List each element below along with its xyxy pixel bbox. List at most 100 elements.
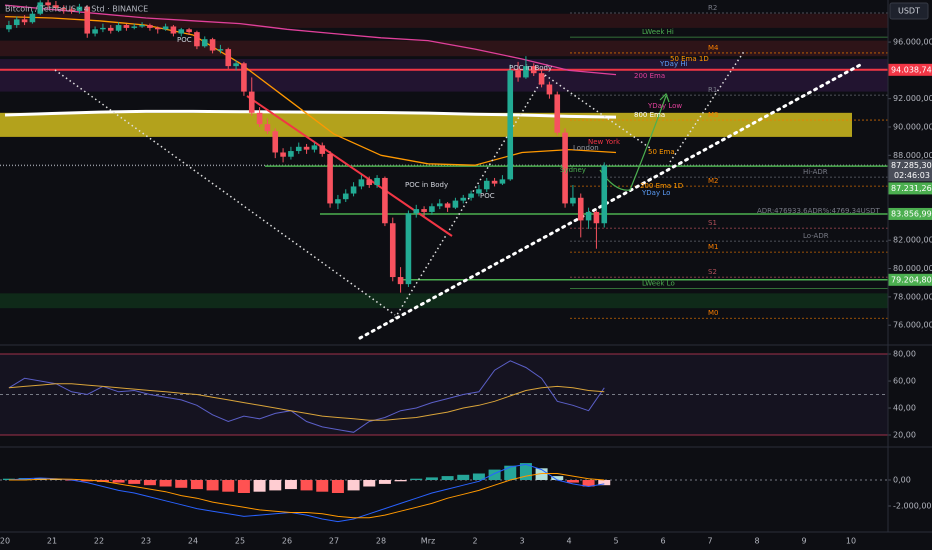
price-tag (888, 182, 932, 195)
annotation: 200 Ema 1D (640, 182, 683, 190)
candle-body (593, 211, 600, 224)
histogram-bar (128, 479, 141, 484)
y-tick-label: 0,00 (893, 475, 911, 484)
histogram-bar (363, 479, 376, 487)
histogram-bar (284, 479, 297, 490)
ema-label: 800 Ema (634, 111, 665, 119)
x-tick-label: 22 (94, 537, 104, 546)
candle-body (162, 26, 169, 30)
candle-body (37, 2, 44, 14)
candle-body (554, 94, 561, 133)
y-tick-label: 20,00 (893, 431, 916, 440)
indicator-line (4, 4, 617, 76)
candle-body (194, 32, 200, 47)
annotation: POC (177, 36, 192, 44)
x-tick-label: 2 (472, 537, 477, 546)
candle-body (507, 70, 514, 180)
candle-body (60, 8, 67, 10)
price-tag-label: 87.285,30 (891, 161, 932, 170)
candle-body (413, 209, 420, 214)
histogram-bar (598, 479, 611, 486)
x-tick-label: 3 (519, 537, 524, 546)
candle-body (295, 146, 302, 152)
candle-body (366, 179, 373, 186)
price-tag (888, 207, 932, 220)
x-tick-label: 8 (754, 537, 759, 546)
candle-body (217, 49, 224, 51)
candle-body (570, 197, 576, 204)
pivot-label: S2 (708, 268, 717, 276)
candle-body (476, 189, 482, 194)
x-tick-label: 6 (660, 537, 665, 546)
histogram-bar (206, 479, 219, 491)
candle-body (147, 25, 153, 28)
candle-body (389, 223, 396, 278)
candle-body (444, 203, 451, 208)
pivot-label: R1 (708, 86, 717, 94)
y-tick-label: 80,00 (893, 350, 916, 359)
candle-body (272, 131, 279, 153)
currency-box[interactable] (889, 2, 929, 20)
candle-body (382, 177, 388, 224)
y-tick-label: 90.000,00 (893, 122, 932, 131)
histogram-bar (394, 479, 407, 482)
histogram-bar (378, 479, 391, 484)
candle-body (139, 25, 145, 27)
x-tick-label: 28 (376, 537, 386, 546)
annotation: New York (588, 138, 621, 146)
candle-body (303, 146, 310, 150)
annotation: POC in Body (509, 64, 552, 72)
countdown-label: 02:46:03 (894, 171, 930, 180)
annotation: YDay Low (647, 102, 682, 110)
annotation: POC in Body (405, 181, 448, 189)
price-tag-label: 79.204,80 (891, 275, 932, 284)
histogram-bar (253, 479, 266, 492)
candle-body (280, 152, 286, 157)
candle-body (530, 66, 537, 74)
x-tick-label: 24 (188, 537, 198, 546)
candle-body (499, 179, 506, 184)
candle-body (92, 29, 98, 34)
annotation: ADR:476933.6ADR%:4769.34USDT (757, 207, 881, 215)
candle-body (491, 180, 498, 184)
pivot-label: LWeek Hi (642, 28, 674, 36)
candle-body (350, 186, 357, 194)
x-tick-label: 27 (329, 537, 339, 546)
candle-body (170, 26, 177, 34)
candle-body (186, 29, 192, 33)
ema-label: 50 Ema (648, 148, 675, 156)
candle-body (523, 66, 529, 78)
histogram-bar (457, 474, 470, 480)
candle-body (319, 145, 326, 154)
candle-body (13, 19, 20, 26)
y-tick-label: 96.000,00 (893, 38, 932, 47)
y-tick-label: 88.000,00 (893, 151, 932, 160)
candle-body (233, 63, 239, 67)
y-tick-label: 40,00 (893, 404, 916, 413)
pivot-label: M0 (708, 309, 719, 317)
histogram-bar (237, 479, 250, 493)
x-tick-label: 5 (613, 537, 618, 546)
candle-body (601, 165, 608, 224)
candle-body (225, 49, 232, 67)
candle-body (45, 2, 51, 6)
histogram-bar (488, 469, 501, 480)
candle-body (468, 193, 474, 198)
indicator-line (8, 473, 605, 519)
pivot-label: S1 (708, 219, 717, 227)
candle-body (21, 19, 28, 23)
annotation: 50 Ema 1D (670, 55, 709, 63)
currency-label[interactable]: USDT (898, 7, 920, 16)
histogram-bar (504, 465, 517, 480)
pivot-label: M3 (708, 111, 719, 119)
y-tick-label: 76.000,00 (893, 321, 932, 330)
y-tick-label: 78.000,00 (893, 292, 932, 301)
histogram-bar (222, 479, 235, 492)
histogram-bar (112, 479, 125, 483)
candle-body (115, 25, 122, 31)
candle-body (562, 132, 568, 204)
x-tick-label: 10 (846, 537, 856, 546)
price-tag (888, 63, 932, 76)
